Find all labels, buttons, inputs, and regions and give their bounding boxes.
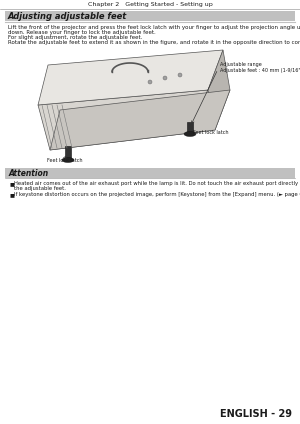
Text: Adjusting adjustable feet: Adjusting adjustable feet — [8, 12, 127, 21]
Text: Feet lock latch: Feet lock latch — [47, 158, 83, 163]
Text: Adjustable feet : 40 mm (1-9/16"): Adjustable feet : 40 mm (1-9/16") — [220, 68, 300, 73]
Text: ■: ■ — [9, 192, 14, 197]
Text: Heated air comes out of the air exhaust port while the lamp is lit. Do not touch: Heated air comes out of the air exhaust … — [14, 181, 300, 186]
Polygon shape — [38, 50, 223, 105]
Circle shape — [178, 73, 182, 77]
Polygon shape — [38, 90, 215, 150]
Circle shape — [148, 80, 152, 84]
Text: Adjustable range: Adjustable range — [220, 62, 262, 67]
Bar — [5, 168, 295, 178]
Ellipse shape — [62, 157, 74, 162]
Bar — [5, 11, 295, 21]
Polygon shape — [50, 90, 230, 150]
Circle shape — [163, 76, 167, 80]
Text: Chapter 2   Getting Started - Setting up: Chapter 2 Getting Started - Setting up — [88, 2, 212, 7]
Text: Lift the front of the projector and press the feet lock latch with your finger t: Lift the front of the projector and pres… — [8, 25, 300, 30]
Text: Rotate the adjustable feet to extend it as shown in the figure, and rotate it in: Rotate the adjustable feet to extend it … — [8, 40, 300, 45]
Text: ENGLISH - 29: ENGLISH - 29 — [220, 409, 292, 419]
Text: Attention: Attention — [8, 169, 48, 178]
Bar — [65, 146, 71, 160]
Text: For slight adjustment, rotate the adjustable feet.: For slight adjustment, rotate the adjust… — [8, 35, 142, 40]
Text: the adjustable feet.: the adjustable feet. — [14, 186, 66, 191]
Text: Feet lock latch: Feet lock latch — [193, 130, 229, 135]
Text: ■: ■ — [9, 181, 14, 186]
Text: If keystone distortion occurs on the projected image, perform [Keystone] from th: If keystone distortion occurs on the pro… — [14, 192, 300, 197]
Text: down. Release your finger to lock the adjustable feet.: down. Release your finger to lock the ad… — [8, 30, 156, 35]
Ellipse shape — [184, 131, 196, 137]
Bar — [187, 122, 193, 134]
Polygon shape — [208, 50, 230, 130]
